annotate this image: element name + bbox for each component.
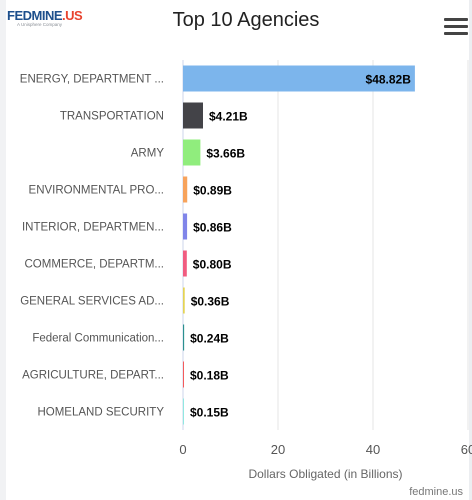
hamburger-menu-icon[interactable] <box>444 18 468 38</box>
data-label: $4.21B <box>209 110 248 124</box>
logo-ext: .US <box>62 8 83 23</box>
logo-tagline: A Unisphere Company <box>17 22 63 27</box>
bar <box>183 139 201 166</box>
category-label: COMMERCE, DEPARTM... <box>25 259 165 271</box>
category-label: AGRICULTURE, DEPART... <box>22 370 164 382</box>
category-label: INTERIOR, DEPARTMEN... <box>22 222 164 234</box>
logo-text: FEDMINE <box>7 8 63 23</box>
data-label: $0.24B <box>190 332 229 346</box>
category-label: Federal Communication... <box>32 333 164 345</box>
bar <box>183 102 203 129</box>
scrollbar-track[interactable] <box>469 0 472 500</box>
chart-credit: fedmine.us <box>409 486 463 498</box>
data-label: $0.89B <box>193 184 232 198</box>
bar <box>183 361 184 388</box>
bar <box>183 176 188 203</box>
data-label: $0.36B <box>191 295 230 309</box>
data-label: $48.82B <box>366 73 412 87</box>
bar <box>183 287 185 314</box>
category-label: ENVIRONMENTAL PRO... <box>29 185 164 197</box>
x-axis-label: Dollars Obligated (in Billions) <box>248 467 402 481</box>
x-tick-label: 20 <box>271 442 285 457</box>
data-label: $0.86B <box>193 221 232 235</box>
category-label: HOMELAND SECURITY <box>37 407 164 419</box>
bar <box>183 250 187 277</box>
bar <box>183 65 415 92</box>
left-border-strip <box>0 0 6 500</box>
bar <box>183 213 188 240</box>
data-label: $0.15B <box>190 406 229 420</box>
data-label: $3.66B <box>206 147 245 161</box>
category-label: ENERGY, DEPARTMENT ... <box>20 74 164 86</box>
data-label: $0.18B <box>190 369 229 383</box>
x-tick-label: 40 <box>366 442 380 457</box>
category-label: TRANSPORTATION <box>60 111 164 123</box>
category-label: ARMY <box>131 148 165 160</box>
chart-title: Top 10 Agencies <box>172 9 320 31</box>
bar <box>183 398 184 425</box>
x-tick-label: 0 <box>179 442 186 457</box>
x-tick-label: 60 <box>461 442 472 457</box>
bar <box>183 324 185 351</box>
fedmine-logo: FEDMINE.US A Unisphere Company <box>7 8 83 27</box>
category-label: GENERAL SERVICES AD... <box>20 296 164 308</box>
data-label: $0.80B <box>193 258 232 272</box>
